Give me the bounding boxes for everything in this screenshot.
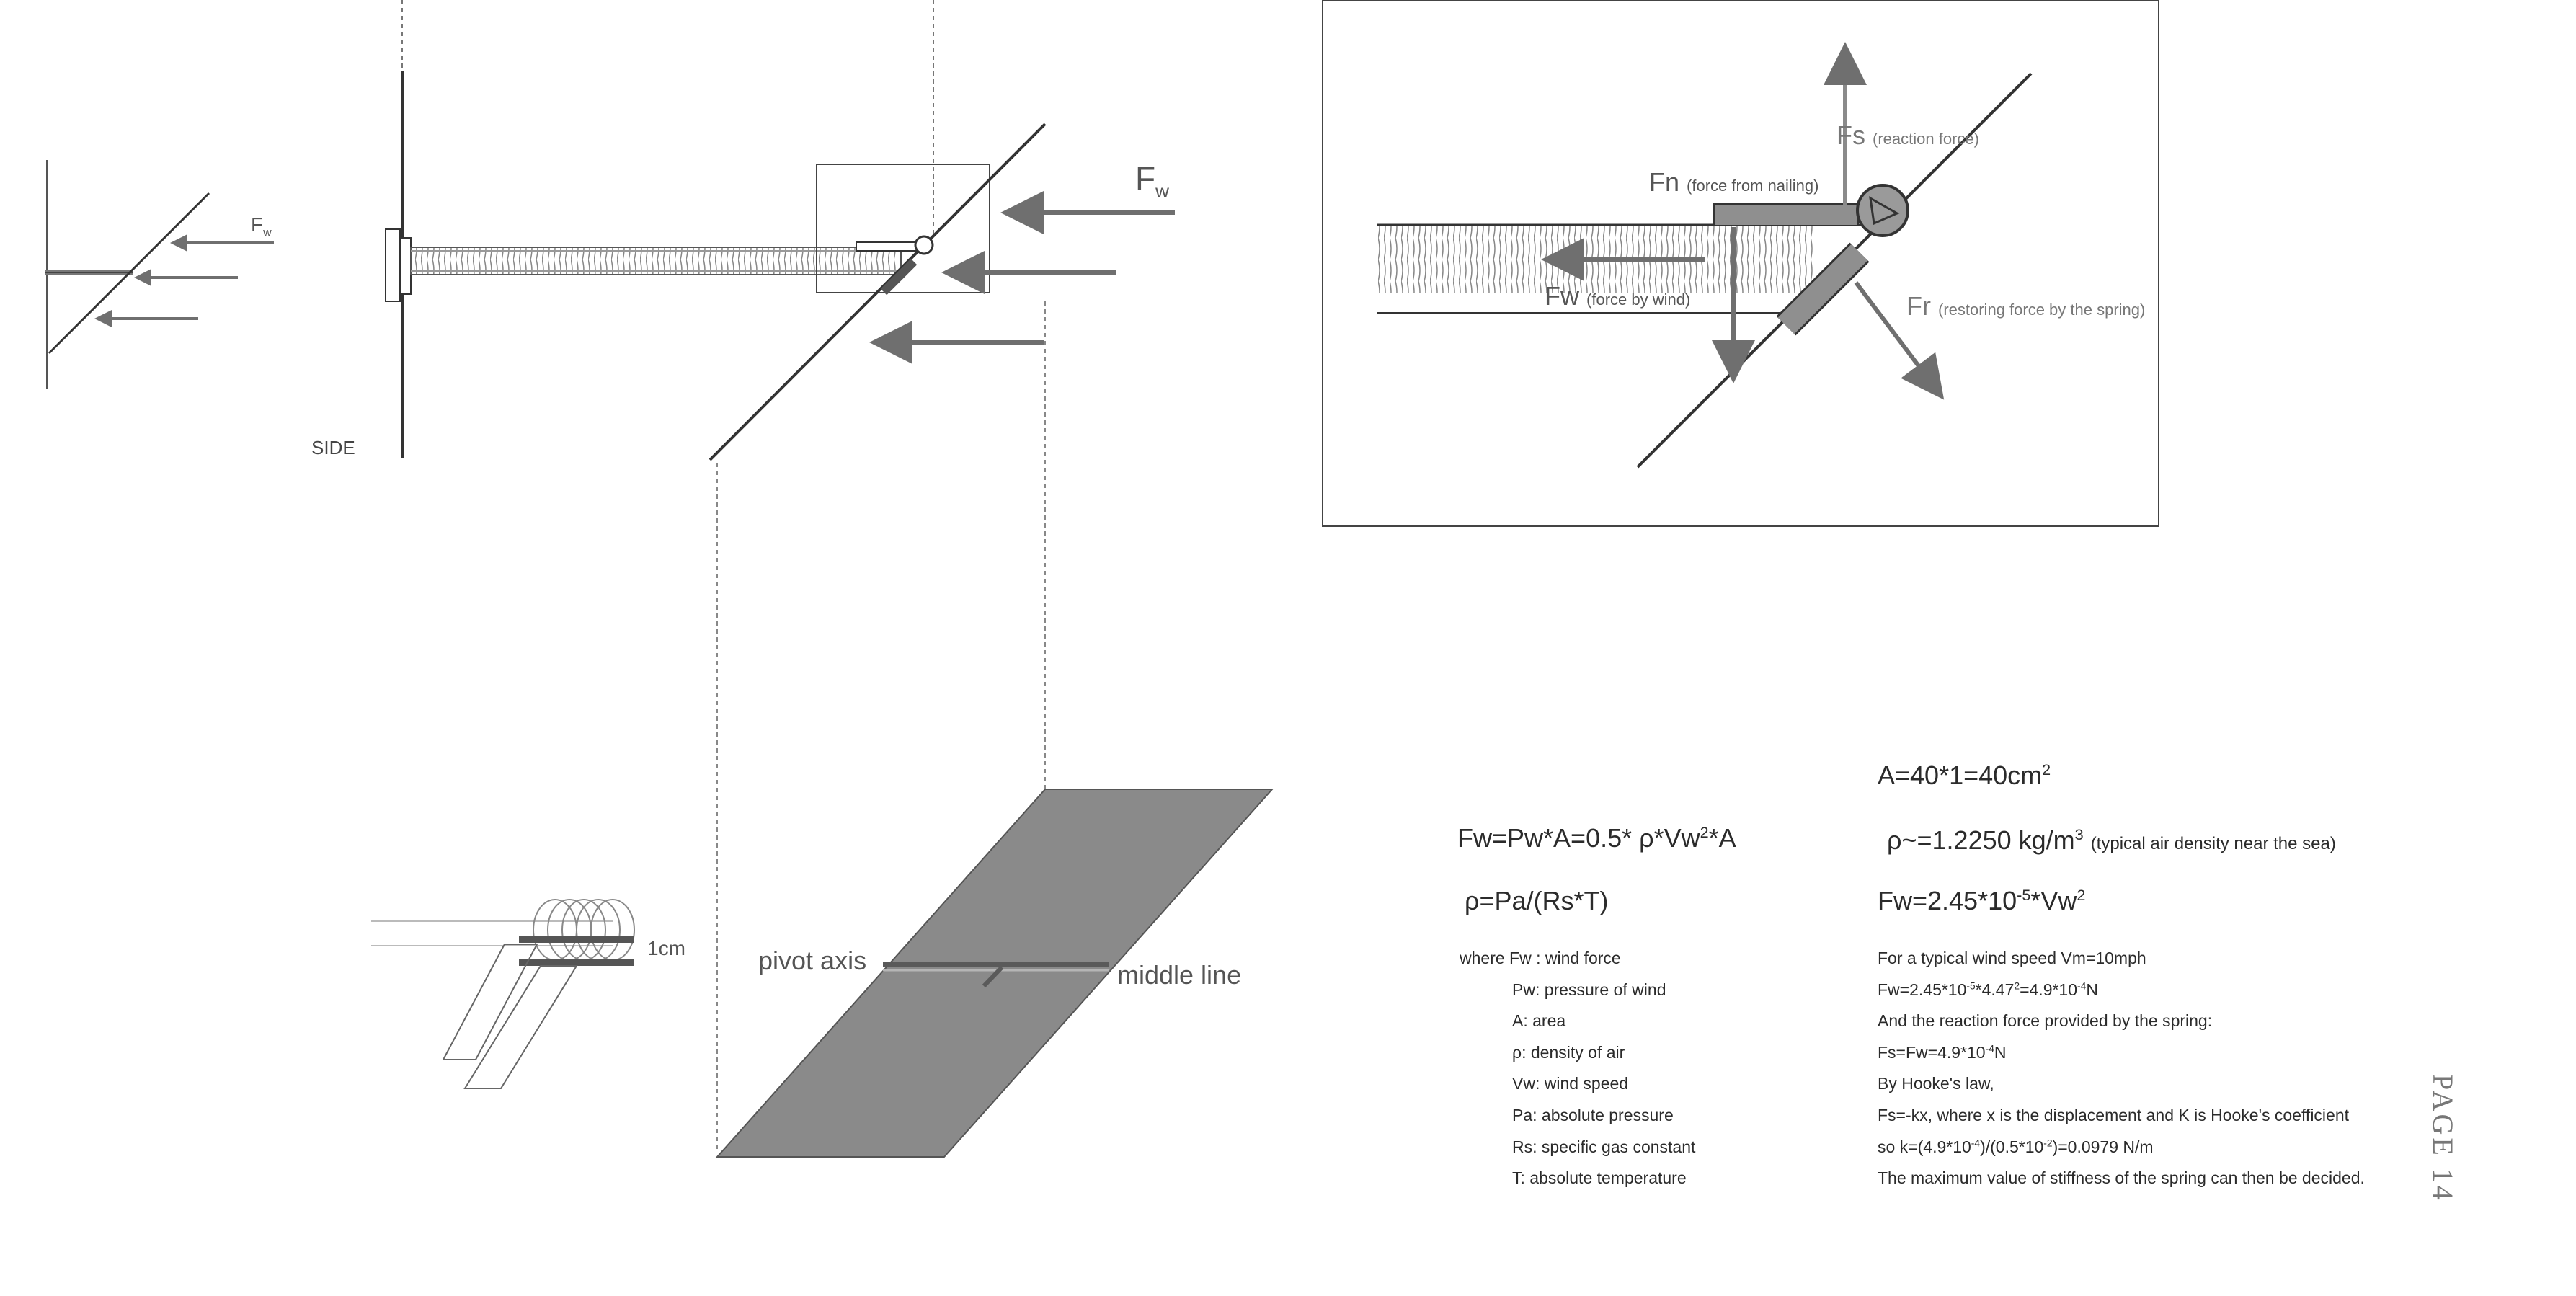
calc-line-5: By Hooke's law, bbox=[1878, 1074, 1994, 1093]
fw-label: Fw bbox=[1135, 160, 1169, 203]
where-item-1: Pw: pressure of wind bbox=[1512, 980, 1666, 999]
where-item-0: where Fw : wind force bbox=[1460, 949, 1621, 967]
fs-label: Fs (reaction force) bbox=[1836, 120, 1979, 150]
where-item-3: ρ: density of air bbox=[1512, 1043, 1625, 1062]
formula-air-density: ρ~=1.2250 kg/m3 (typical air density nea… bbox=[1887, 825, 2336, 855]
page-number: PAGE 14 bbox=[2425, 1074, 2469, 1218]
calc-line-7: so k=(4.9*10-4)/(0.5*10-2)=0.0979 N/m bbox=[1878, 1137, 2154, 1156]
calc-line-3: And the reaction force provided by the s… bbox=[1878, 1011, 2213, 1030]
fn-label: Fn (force from nailing) bbox=[1649, 167, 1819, 197]
middle-line-label: middle line bbox=[1117, 960, 1242, 990]
spring-detail bbox=[371, 899, 635, 1089]
calc-line-4: Fs=Fw=4.9*10-4N bbox=[1878, 1043, 2007, 1062]
projection-lines bbox=[716, 301, 1046, 1153]
spring-dimension: 1cm bbox=[647, 937, 685, 959]
formula-wind-force: Fw=Pw*A=0.5* ρ*Vw2*A bbox=[1457, 823, 1736, 853]
where-item-4: Vw: wind speed bbox=[1512, 1074, 1629, 1093]
where-item-2: A: area bbox=[1512, 1011, 1566, 1030]
pivot-axis-label: pivot axis bbox=[758, 946, 867, 975]
where-item-6: Rs: specific gas constant bbox=[1512, 1137, 1696, 1156]
small-side-view bbox=[45, 160, 274, 389]
small-fw-label: Fw bbox=[251, 213, 272, 239]
fw-force-label: Fw (force by wind) bbox=[1545, 281, 1691, 311]
calc-line-1: For a typical wind speed Vm=10mph bbox=[1878, 949, 2146, 967]
formula-density: ρ=Pa/(Rs*T) bbox=[1465, 886, 1609, 915]
where-item-5: Pa: absolute pressure bbox=[1512, 1106, 1674, 1124]
panel-plan bbox=[715, 789, 1274, 1158]
calc-line-2: Fw=2.45*10-5*4.472=4.9*10-4N bbox=[1878, 980, 2098, 999]
force-diagram bbox=[1322, 0, 2159, 527]
fr-label: Fr (restoring force by the spring) bbox=[1906, 291, 2146, 321]
formula-fw-simplified: Fw=2.45*10-5*Vw2 bbox=[1878, 886, 2086, 915]
calc-line-6: Fs=-kx, where x is the displacement and … bbox=[1878, 1106, 2350, 1124]
side-label: SIDE bbox=[311, 437, 355, 458]
calc-line-8: The maximum value of stiffness of the sp… bbox=[1878, 1168, 2365, 1187]
where-item-7: T: absolute temperature bbox=[1512, 1168, 1687, 1187]
page-number-text: PAGE 14 bbox=[2427, 1074, 2459, 1203]
main-side-view bbox=[385, 0, 1175, 461]
formula-area: A=40*1=40cm2 bbox=[1878, 760, 2051, 790]
